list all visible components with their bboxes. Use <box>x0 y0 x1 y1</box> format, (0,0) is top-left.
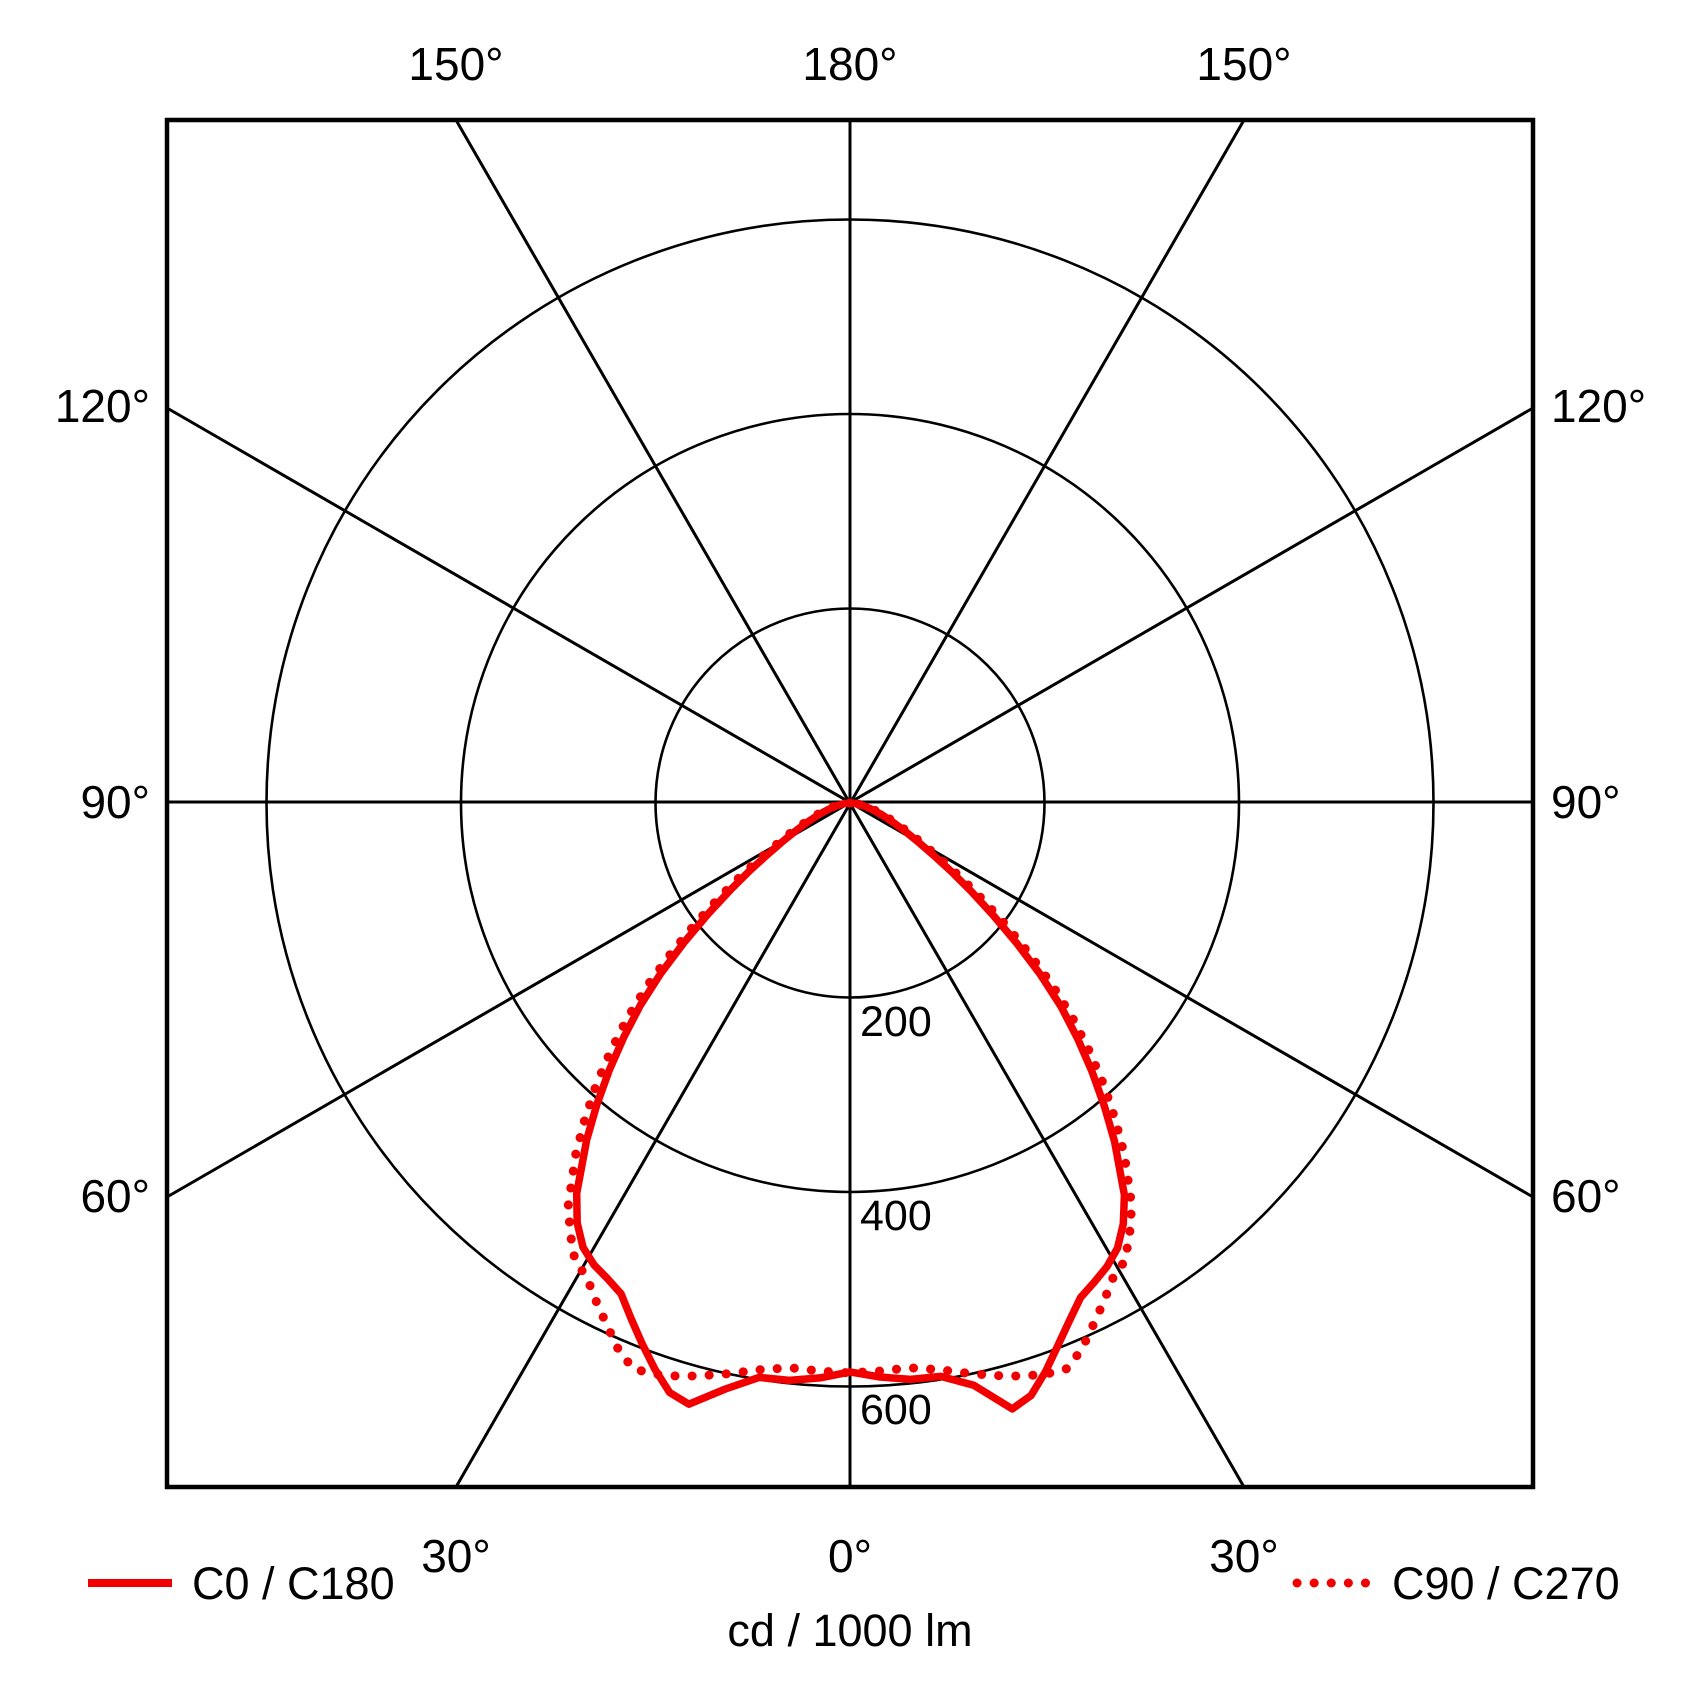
angle-label-right-60: 60° <box>1551 1170 1621 1222</box>
radius-labels: 200 400 600 <box>860 998 932 1434</box>
angle-labels: 150° 180° 150° 30° 0° 30° 120° 90° 60° 1… <box>55 38 1646 1582</box>
angle-label-top-150-right: 150° <box>1196 38 1291 90</box>
radius-label-600: 600 <box>860 1386 932 1434</box>
angle-label-left-60: 60° <box>80 1170 150 1222</box>
angle-label-bottom-30-left: 30° <box>421 1530 491 1582</box>
legend-label-c0-c180: C0 / C180 <box>192 1558 395 1609</box>
angle-label-right-90: 90° <box>1551 776 1621 828</box>
angle-label-top-150-left: 150° <box>408 38 503 90</box>
radius-label-400: 400 <box>860 1192 932 1240</box>
radius-label-200: 200 <box>860 998 932 1046</box>
legend-label-c90-c270: C90 / C270 <box>1392 1558 1620 1609</box>
legend: C0 / C180 C90 / C270 <box>88 1558 1620 1609</box>
curves <box>563 798 1137 1413</box>
angle-label-top-180: 180° <box>802 38 897 90</box>
angle-label-bottom-30-right: 30° <box>1209 1530 1279 1582</box>
angle-label-bottom-0: 0° <box>828 1530 872 1582</box>
c90-c270-curve <box>563 798 1137 1381</box>
angle-label-right-120: 120° <box>1551 380 1646 432</box>
angle-label-left-120: 120° <box>55 380 150 432</box>
angle-label-left-90: 90° <box>80 776 150 828</box>
chart-caption: cd / 1000 lm <box>727 1605 972 1656</box>
